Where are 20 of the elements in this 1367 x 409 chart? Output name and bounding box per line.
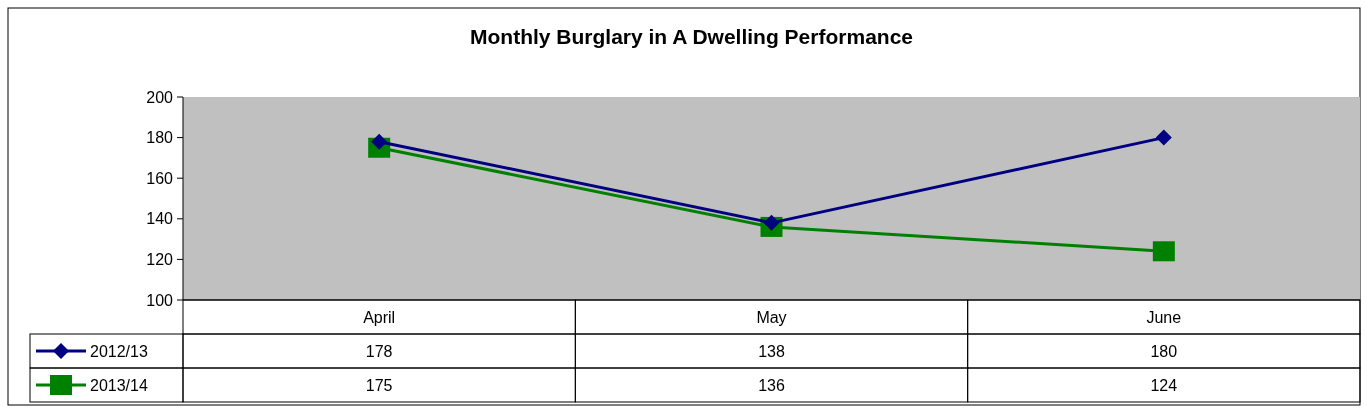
y-tick-label: 160 xyxy=(146,169,174,187)
y-tick-label: 140 xyxy=(146,210,174,228)
legend-label: 2012/13 xyxy=(90,342,148,360)
x-tick-label: June xyxy=(1146,308,1182,326)
data-label: 180 xyxy=(1150,342,1178,360)
y-tick-label: 120 xyxy=(146,251,174,268)
legend-label: 2013/14 xyxy=(90,376,148,394)
data-label: 136 xyxy=(758,376,785,394)
x-tick-label: May xyxy=(756,308,787,326)
y-tick-label: 100 xyxy=(146,291,174,309)
point xyxy=(1152,241,1175,262)
y-tick-label: 200 xyxy=(146,88,174,106)
chart-title: Monthly Burglary in A Dwelling Performance xyxy=(469,25,914,48)
point xyxy=(1155,129,1172,146)
data-label: 178 xyxy=(365,342,393,360)
x-tick-label: April xyxy=(363,308,396,326)
data-label: 138 xyxy=(758,342,785,360)
y-tick-label: 180 xyxy=(146,129,174,147)
data-label: 124 xyxy=(1150,376,1178,394)
data-label: 175 xyxy=(365,376,393,394)
